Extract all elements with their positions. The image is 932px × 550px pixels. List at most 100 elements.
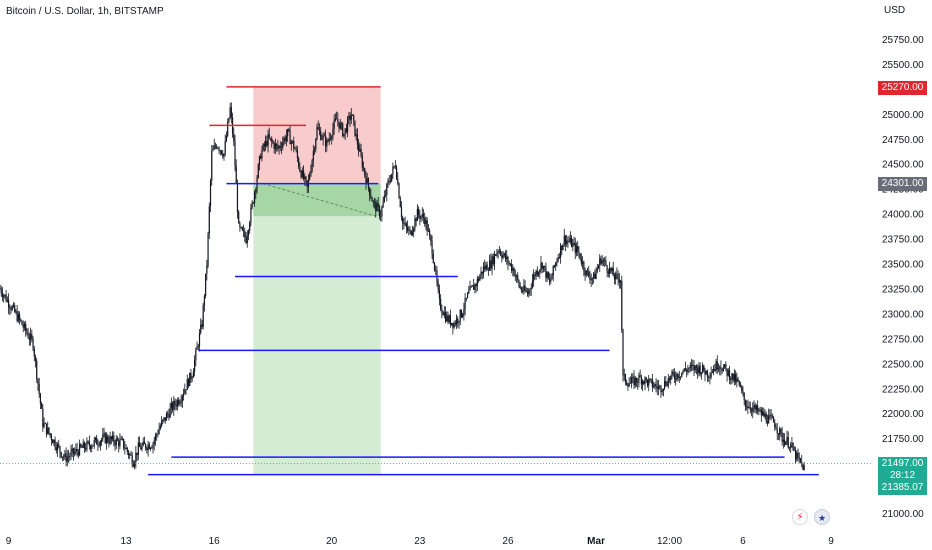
candle-body [298, 158, 300, 167]
candle-body [87, 441, 89, 443]
candle-body [333, 120, 335, 129]
candle-body [567, 240, 569, 242]
candle-body [693, 365, 695, 371]
candle-body [59, 446, 61, 453]
candle-body [414, 218, 416, 228]
candle-body [561, 245, 563, 251]
candle-body [677, 373, 679, 378]
candle-body [370, 195, 372, 199]
candle-body [575, 246, 578, 253]
candle-body [328, 138, 330, 142]
candle-body [535, 270, 537, 276]
candle-body [397, 178, 399, 184]
candle-body [382, 201, 384, 208]
candle-body [797, 452, 799, 458]
candle-body [1, 293, 4, 298]
candle-body [574, 242, 576, 253]
candle-body [796, 452, 798, 460]
candle-body [798, 457, 800, 459]
candle-body [67, 456, 70, 458]
candle-body [261, 150, 263, 159]
candle-body [672, 371, 674, 374]
candle-body [694, 365, 696, 371]
candle-body [377, 203, 379, 207]
entry-price-badge: 24301.00 [878, 177, 927, 191]
candle-body [320, 131, 322, 140]
candle-body [138, 442, 141, 447]
candle-body [459, 309, 461, 322]
x-tick-label: 12:00 [657, 536, 682, 547]
candle-body [22, 325, 24, 328]
candle-body [120, 438, 122, 440]
candle-body [32, 338, 34, 349]
candle-body [501, 254, 503, 258]
candle-body [755, 405, 758, 410]
candle-body [27, 333, 29, 338]
candle-body [582, 261, 584, 264]
candle-body [727, 370, 729, 376]
candle-body [427, 230, 429, 232]
candle-body [142, 441, 144, 446]
candle-body [349, 116, 351, 120]
candle-body [720, 367, 722, 370]
candle-body [351, 114, 354, 116]
candle-body [102, 434, 104, 440]
candle-body [453, 323, 455, 328]
candle-body [244, 231, 246, 238]
candle-body [413, 227, 415, 232]
us-flag-icon[interactable]: ★ [814, 509, 830, 525]
candle-body [615, 273, 617, 280]
candle-body [473, 285, 475, 290]
candle-body [497, 251, 499, 253]
chart-title: Bitcoin / U.S. Dollar, 1h, BITSTAMP [6, 6, 164, 17]
candle-body [296, 150, 299, 159]
candle-body [569, 237, 571, 242]
candle-body [288, 129, 290, 132]
candle-body [430, 235, 432, 241]
candle-body [83, 442, 86, 449]
candle-body [571, 237, 573, 247]
candle-body [408, 229, 410, 231]
candle-body [433, 262, 436, 270]
candle-body [371, 198, 373, 202]
candle-body [728, 370, 731, 380]
candle-body [440, 298, 442, 310]
candle-body [618, 278, 620, 283]
candle-body [344, 128, 346, 134]
candle-body [700, 372, 702, 375]
candle-body [301, 170, 303, 178]
candle-body [149, 447, 152, 449]
candle-body [717, 368, 720, 370]
candle-body [504, 253, 507, 260]
candle-body [23, 323, 26, 328]
candle-body [646, 379, 649, 386]
candle-body [539, 269, 541, 273]
candle-body [409, 229, 411, 231]
candle-body [208, 206, 210, 234]
candle-body [438, 289, 441, 299]
candle-body [705, 370, 707, 375]
candle-body [400, 207, 403, 218]
candle-body [384, 194, 387, 196]
candle-body [77, 451, 79, 456]
candle-body [229, 107, 231, 119]
candle-body [43, 423, 45, 427]
candle-body [460, 309, 463, 317]
candle-body [127, 451, 130, 456]
candle-body [63, 456, 65, 458]
candle-body [403, 223, 405, 225]
candle-body [502, 255, 504, 258]
candle-body [568, 241, 570, 242]
y-tick-label: 23000.00 [882, 309, 924, 320]
candle-body [5, 294, 7, 302]
candle-body [300, 171, 302, 178]
lightning-icon[interactable]: ⚡ [792, 509, 808, 525]
candle-body [726, 368, 728, 376]
candle-body [482, 266, 485, 274]
candle-body [687, 368, 689, 372]
candle-body [550, 279, 552, 282]
candle-body [118, 440, 120, 447]
candle-body [187, 379, 190, 387]
candle-body [213, 145, 215, 150]
